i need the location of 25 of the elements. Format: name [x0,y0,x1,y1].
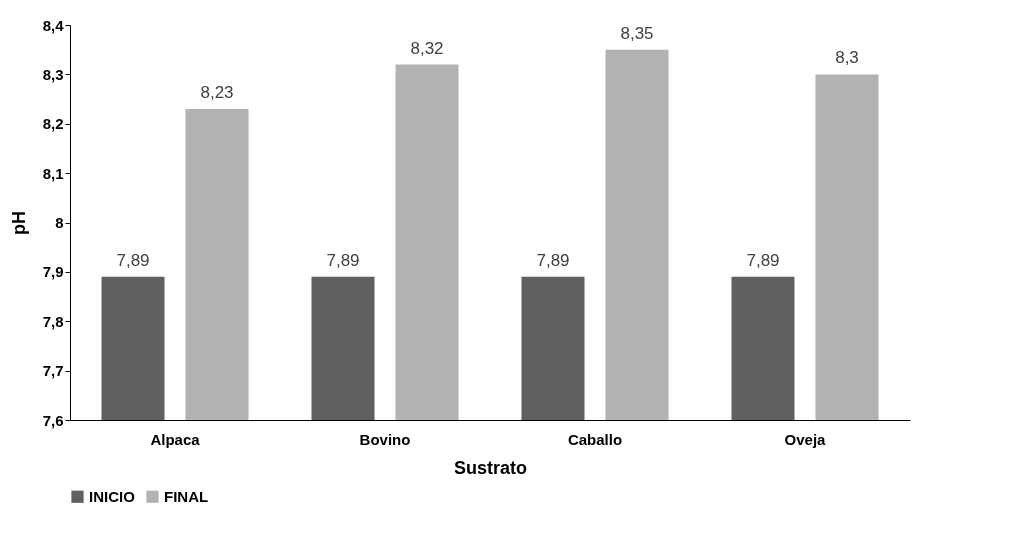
y-tick-label: 7,6 [42,411,64,429]
y-tick-label: 8,4 [42,16,65,34]
data-label: 8,32 [410,38,444,58]
x-tick-label: Alpaca [150,430,201,448]
y-tick-label: 7,8 [42,312,64,330]
data-label: 7,89 [536,250,570,270]
data-label: 7,89 [326,250,360,270]
y-tick-label: 8,1 [42,164,64,182]
data-label: 7,89 [116,250,150,270]
data-label: 8,23 [200,82,234,102]
x-tick-label: Bovino [359,430,411,448]
x-axis-title: Sustrato [453,457,528,478]
y-tick-label: 8 [55,214,64,231]
data-label: 8,35 [620,23,654,43]
data-label: 7,89 [746,250,780,270]
y-tick-label: 7,7 [42,362,64,380]
y-tick-label: 8,2 [42,115,64,133]
y-tick-label: 7,9 [42,263,64,281]
x-tick-label: Oveja [784,430,827,448]
y-tick-label: 8,3 [42,65,64,83]
y-axis-title: pH [8,211,29,235]
x-tick-label: Caballo [567,430,623,448]
legend-label: INICIO [89,487,136,505]
legend-label: FINAL [164,487,209,505]
data-label: 8,3 [835,48,859,68]
